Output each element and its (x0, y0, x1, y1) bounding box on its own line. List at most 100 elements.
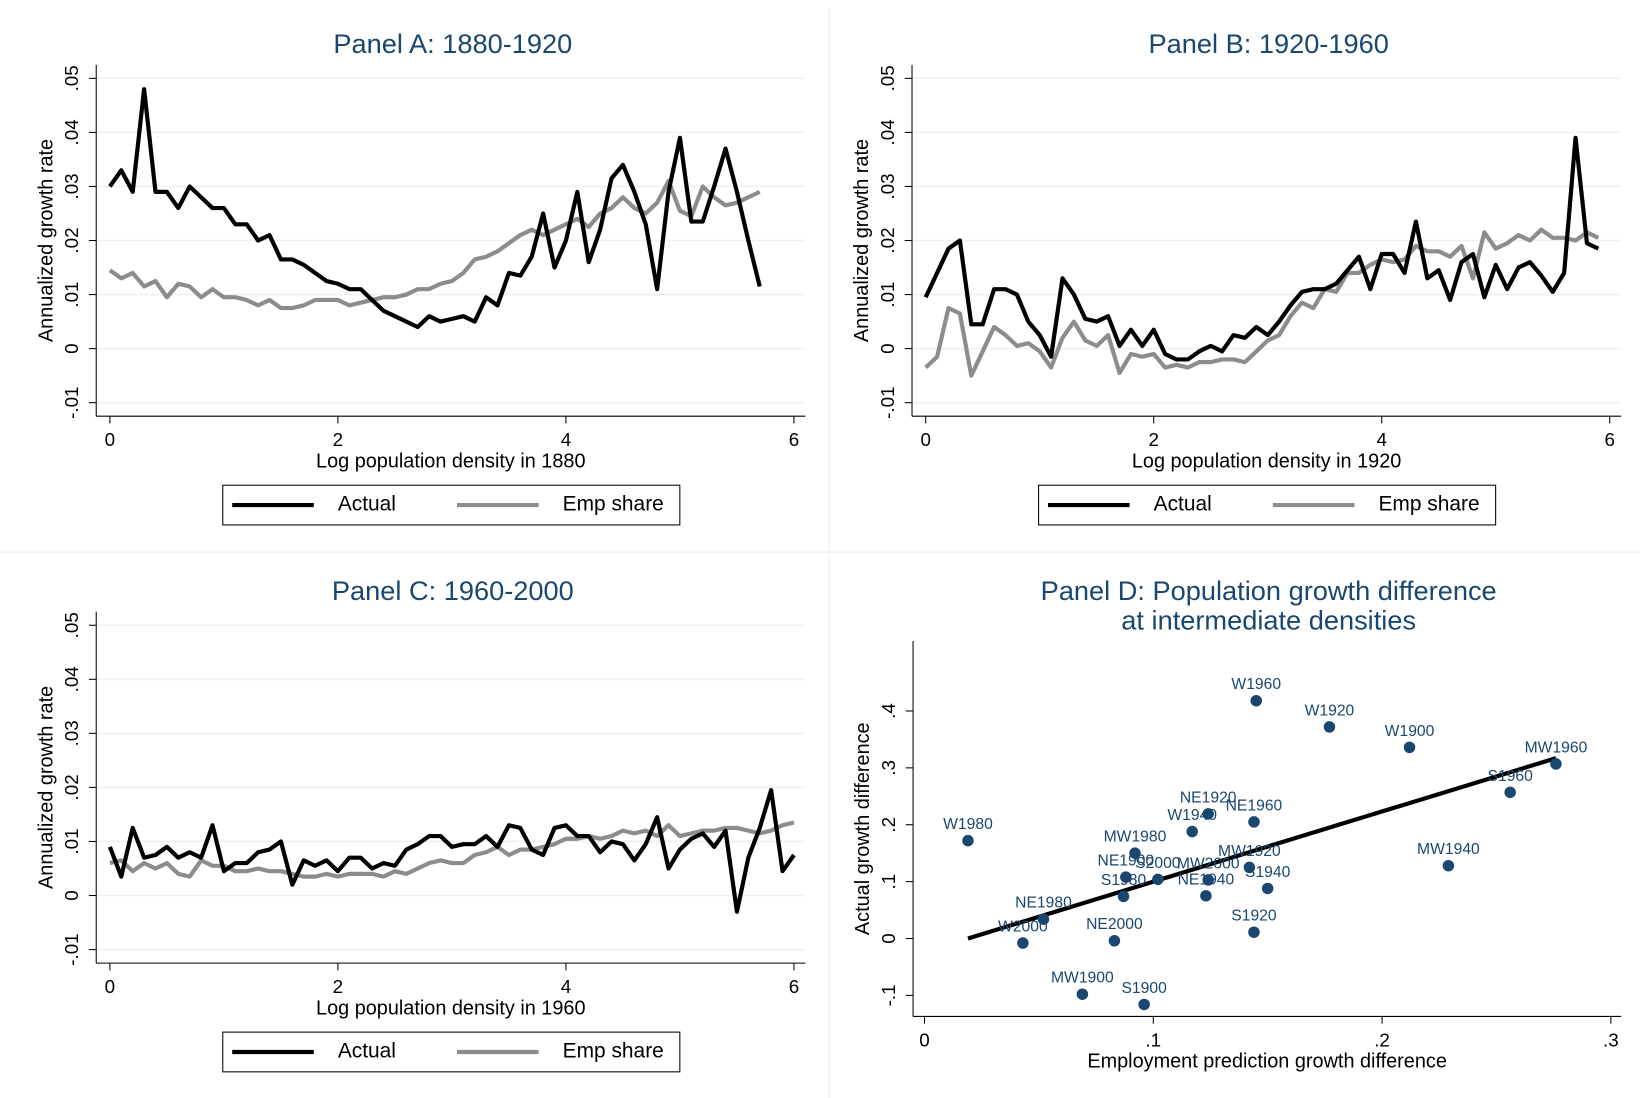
y-tick-label: .04 (61, 666, 82, 692)
point-label: W1940 (1167, 807, 1217, 824)
point-label: W2000 (998, 919, 1048, 936)
x-tick-label: .2 (1374, 1029, 1390, 1050)
x-tick-label: 0 (105, 429, 115, 450)
scatter-point (1108, 935, 1121, 947)
y-tick-label: .02 (877, 227, 898, 253)
y-tick-label: 0 (61, 343, 82, 353)
x-axis-label: Log population density in 1920 (1132, 450, 1401, 472)
y-axis-label: Actual growth difference (852, 722, 874, 935)
scatter-point (1261, 882, 1274, 895)
line-series (923, 135, 1600, 362)
point-label: W1920 (1305, 702, 1355, 719)
point-label: NE1920 (1180, 789, 1237, 806)
line-series (924, 227, 1600, 378)
scatter-point (1248, 816, 1260, 828)
x-tick-label: 2 (1148, 429, 1158, 450)
point-label: S1920 (1231, 908, 1277, 925)
scatter-point (1037, 913, 1050, 925)
y-tick-label: -.01 (61, 386, 82, 418)
y-tick-label: .02 (61, 227, 82, 253)
scatter-point (1129, 847, 1141, 859)
y-tick-label: .05 (877, 65, 898, 91)
scatter-point (1403, 741, 1416, 754)
y-tick-label: .05 (61, 612, 82, 638)
y-axis-label: Annualized growth rate (35, 686, 57, 889)
x-tick-label: 2 (333, 429, 343, 450)
y-axis-label: Annualized growth rate (851, 139, 873, 342)
x-axis-label: Log population density in 1880 (316, 450, 585, 472)
x-tick-label: 4 (561, 976, 571, 997)
chart-title: at intermediate densities (1121, 604, 1416, 635)
y-tick-label: .03 (61, 173, 82, 199)
y-tick-label: .03 (877, 173, 898, 199)
y-tick-label: .04 (61, 119, 82, 145)
y-tick-label: .4 (878, 703, 899, 719)
x-tick-label: 6 (789, 976, 799, 997)
y-tick-label: 0 (877, 343, 898, 353)
point-label: MW1900 (1051, 970, 1114, 987)
x-tick-label: 4 (1376, 429, 1386, 450)
point-label: NE1960 (1226, 797, 1283, 814)
y-tick-label: .01 (61, 828, 82, 854)
legend-label: Emp share (1378, 493, 1479, 516)
x-tick-label: 6 (789, 429, 799, 450)
point-label: W1980 (943, 816, 993, 833)
scatter-point (1442, 859, 1455, 872)
legend-label: Actual (338, 1040, 396, 1063)
fit-line (967, 756, 1557, 941)
y-tick-label: -.01 (61, 933, 82, 965)
point-label: W1960 (1231, 676, 1281, 693)
scatter-point (1323, 721, 1336, 733)
scatter-point (1550, 758, 1562, 770)
y-tick-label: .03 (61, 720, 82, 746)
scatter-point (1186, 825, 1198, 838)
point-label: NE1980 (1015, 895, 1072, 912)
point-label: S1900 (1121, 980, 1167, 997)
point-label: MW1940 (1417, 841, 1480, 858)
scatter-point (1248, 926, 1260, 938)
legend-label: Emp share (563, 493, 664, 516)
point-label: S1960 (1488, 768, 1534, 785)
scatter-point (1076, 988, 1089, 1000)
chart-title: Panel A: 1880-1920 (333, 28, 572, 59)
y-axis-label: Annualized growth rate (35, 139, 57, 342)
chart-title: Panel D: Population growth difference (1041, 575, 1497, 606)
scatter-point (1117, 890, 1130, 903)
scatter-point (1243, 861, 1256, 874)
point-label: NE1940 (1178, 871, 1235, 888)
x-tick-label: .1 (1145, 1029, 1161, 1050)
x-axis-label: Log population density in 1960 (316, 997, 585, 1019)
line-series (108, 87, 762, 330)
legend-label: Actual (338, 493, 396, 516)
chart-title: Panel C: 1960-2000 (332, 575, 574, 606)
x-axis-label: Employment prediction growth difference (1087, 1051, 1447, 1073)
scatter-point (962, 834, 974, 847)
line-series (107, 788, 796, 914)
legend-label: Emp share (563, 1040, 664, 1063)
y-tick-label: .2 (878, 817, 899, 833)
point-label: W1900 (1385, 723, 1435, 740)
y-tick-label: 0 (61, 890, 82, 900)
y-tick-label: .05 (61, 65, 82, 91)
scatter-point (1202, 874, 1214, 886)
chart-title: Panel B: 1920-1960 (1148, 28, 1388, 59)
scatter-point (1250, 694, 1262, 707)
point-label: MW2000 (1177, 855, 1240, 872)
y-tick-label: 0 (878, 933, 899, 943)
scatter-point (1120, 871, 1132, 883)
point-label: NE2000 (1086, 916, 1143, 933)
point-label: S1940 (1245, 864, 1291, 881)
scatter-point (1200, 890, 1212, 902)
point-label: S1980 (1101, 872, 1147, 889)
y-tick-label: .1 (878, 874, 899, 890)
y-tick-label: -.01 (877, 386, 898, 418)
y-tick-label: .01 (61, 281, 82, 307)
scatter-point (1152, 873, 1164, 886)
legend-label: Actual (1154, 493, 1212, 516)
point-label: S2000 (1135, 855, 1181, 872)
y-tick-label: .3 (878, 760, 899, 776)
